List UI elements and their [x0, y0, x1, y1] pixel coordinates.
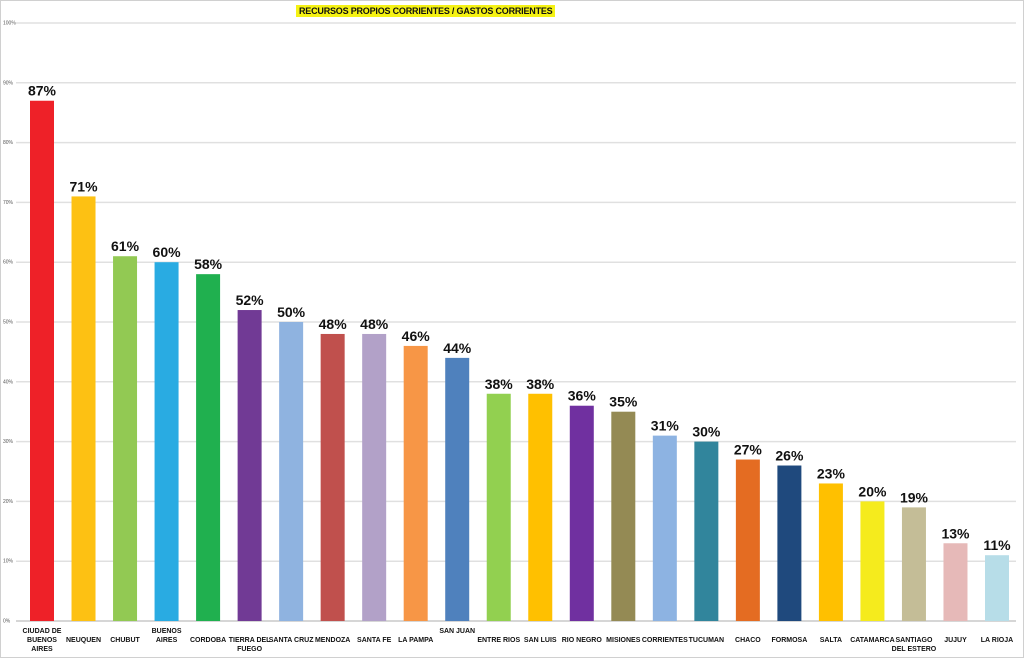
data-label: 52%: [236, 292, 265, 308]
bar: [694, 441, 719, 621]
bar: [777, 465, 802, 621]
data-label: 31%: [651, 418, 680, 434]
x-tick-label: CIUDAD DE BUENOS AIRES: [23, 628, 62, 653]
data-label: 38%: [526, 376, 555, 392]
bar: [362, 333, 387, 621]
y-tick-label: 80%: [3, 140, 14, 146]
x-tick-label: TUCUMAN: [689, 637, 724, 644]
x-tick-label: SANTIAGO DEL ESTERO: [892, 637, 937, 653]
x-tick-label: SANTA CRUZ: [269, 637, 314, 644]
x-tick-label: ENTRE RIOS: [477, 637, 520, 644]
x-tick-label: CATAMARCA: [850, 637, 894, 644]
bar: [403, 345, 428, 621]
y-tick-label: 40%: [3, 379, 14, 385]
data-label: 30%: [692, 424, 721, 440]
bar: [154, 262, 179, 621]
data-label: 60%: [153, 244, 182, 260]
bar: [569, 405, 594, 621]
bar: [943, 543, 968, 621]
x-tick-label: TIERRA DEL FUEGO: [229, 637, 271, 653]
bar: [113, 256, 138, 621]
data-label: 44%: [443, 340, 472, 356]
bar: [320, 333, 345, 621]
data-label: 46%: [402, 328, 431, 344]
chart-title: RECURSOS PROPIOS CORRIENTES / GASTOS COR…: [296, 5, 556, 17]
x-tick-label: NEUQUEN: [66, 637, 101, 644]
x-tick-label: RIO NEGRO: [562, 637, 603, 644]
bar: [71, 196, 96, 622]
bar: [237, 310, 262, 621]
x-tick-label: CHACO: [735, 637, 761, 644]
bar: [860, 501, 885, 621]
data-label: 23%: [817, 465, 846, 481]
bar: [486, 393, 511, 621]
x-tick-label: JUJUY: [944, 637, 967, 644]
y-tick-label: 90%: [3, 80, 14, 86]
bar: [445, 357, 470, 621]
data-label: 61%: [111, 238, 140, 254]
bar: [196, 274, 221, 621]
bar: [985, 555, 1009, 621]
bar: [279, 322, 304, 621]
bar: [611, 411, 636, 621]
x-tick-label: MENDOZA: [315, 637, 350, 644]
x-tick-label: SALTA: [820, 637, 842, 644]
bar: [652, 435, 677, 621]
x-tick-label: SAN LUIS: [524, 637, 557, 644]
data-label: 38%: [485, 376, 514, 392]
data-label: 27%: [734, 442, 763, 458]
x-tick-label: LA RIOJA: [981, 637, 1013, 644]
x-tick-label: SANTA FE: [357, 637, 392, 644]
data-label: 71%: [70, 178, 99, 194]
data-label: 13%: [941, 525, 970, 541]
y-tick-label: 100%: [3, 21, 16, 27]
data-label: 20%: [858, 483, 887, 499]
y-tick-label: 30%: [3, 439, 14, 445]
bar: [901, 507, 926, 621]
y-tick-label: 70%: [3, 200, 14, 206]
x-tick-label: CORDOBA: [190, 637, 226, 644]
bar: [528, 393, 553, 621]
y-tick-label: 10%: [3, 559, 14, 565]
bar: [735, 459, 760, 621]
y-tick-label: 0%: [3, 619, 11, 625]
data-label: 50%: [277, 304, 306, 320]
data-label: 48%: [319, 316, 348, 332]
bar: [30, 100, 54, 622]
x-tick-label: MISIONES: [606, 637, 641, 644]
data-label: 58%: [194, 256, 223, 272]
data-label: 26%: [775, 448, 804, 464]
x-tick-label: CHUBUT: [110, 637, 140, 644]
data-label: 36%: [568, 388, 597, 404]
data-label: 35%: [609, 394, 638, 410]
x-tick-label: LA PAMPA: [398, 637, 433, 644]
x-tick-label: BUENOS AIRES: [152, 628, 182, 644]
data-label: 48%: [360, 316, 389, 332]
y-tick-label: 20%: [3, 499, 14, 505]
y-tick-label: 60%: [3, 260, 14, 266]
y-tick-label: 50%: [3, 320, 14, 326]
bar: [818, 483, 843, 621]
x-tick-label: CORRIENTES: [642, 637, 688, 644]
x-tick-label: SAN JUAN: [439, 628, 475, 635]
data-label: 11%: [983, 537, 1011, 553]
x-tick-label: FORMOSA: [772, 637, 808, 644]
data-label: 19%: [900, 489, 929, 505]
data-label: 87%: [28, 83, 57, 99]
